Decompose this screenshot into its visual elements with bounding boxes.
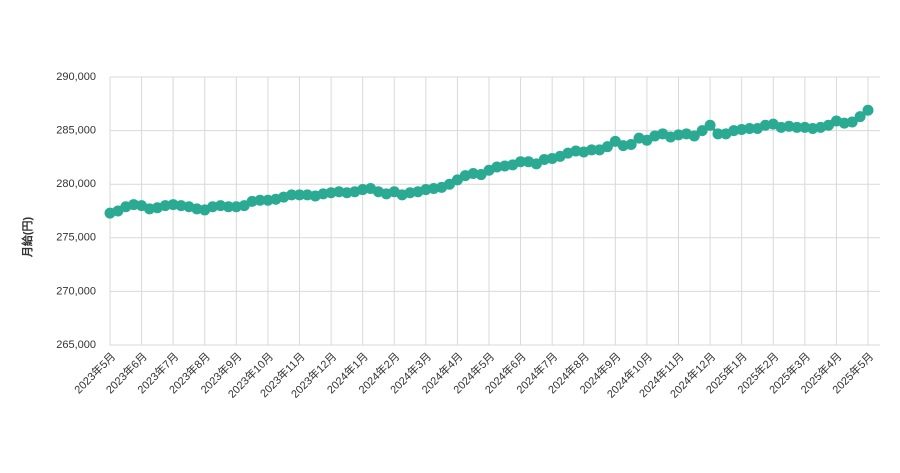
data-point	[294, 189, 305, 201]
data-point	[696, 125, 708, 137]
y-tick-label: 275,000	[56, 232, 96, 244]
data-point	[846, 116, 858, 128]
data-point	[791, 121, 803, 133]
y-axis-title: 月給(円)	[20, 217, 34, 259]
data-point	[712, 128, 724, 140]
data-point	[601, 141, 613, 153]
data-point	[688, 130, 700, 142]
data-point	[744, 122, 756, 134]
y-tick-label: 265,000	[56, 339, 96, 351]
y-tick-label: 285,000	[56, 125, 96, 137]
data-point	[254, 194, 266, 206]
data-point	[862, 104, 874, 116]
data-point	[286, 189, 298, 201]
data-point	[704, 119, 716, 131]
data-point	[625, 139, 637, 151]
y-tick-label: 270,000	[56, 285, 96, 297]
data-point	[515, 156, 527, 168]
y-tick-label: 280,000	[56, 178, 96, 190]
data-point	[586, 144, 598, 156]
y-tick-label: 290,000	[56, 71, 96, 83]
data-point	[854, 111, 866, 123]
data-point	[222, 201, 234, 213]
